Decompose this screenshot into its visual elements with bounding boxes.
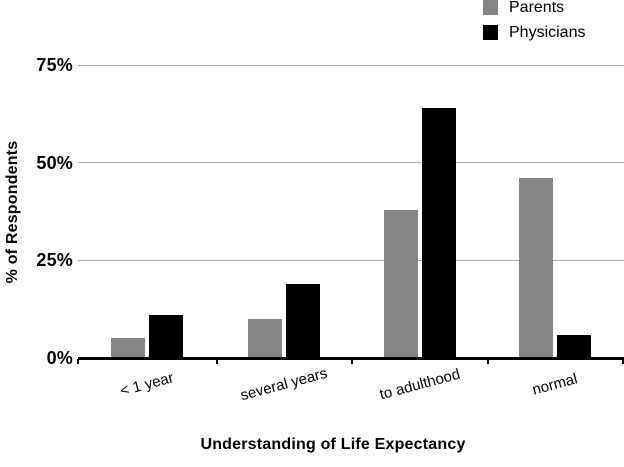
bar-physicians-to-adulthood (421, 107, 456, 358)
legend-item-parents: Parents (483, 0, 585, 15)
legend-label-parents: Parents (509, 0, 565, 16)
x-tick-label-1-year: < 1 year (118, 369, 176, 400)
x-tick-label-several-years: several years (238, 364, 330, 405)
x-axis-tick-0 (77, 359, 79, 364)
legend-item-physicians: Physicians (483, 23, 586, 41)
y-tick-label-75: 75% (36, 55, 73, 75)
x-axis-tick-1 (215, 359, 218, 364)
bar-parents-to-adulthood (383, 209, 418, 358)
x-axis-tick-3 (486, 359, 489, 364)
plot-area (78, 64, 624, 358)
legend: Parents Physicians (483, 0, 585, 50)
x-axis-title: Understanding of Life Expectancy (200, 436, 466, 453)
gridline-50 (78, 162, 624, 164)
y-tick-label-50: 50% (36, 152, 73, 173)
gridline-25 (78, 259, 624, 261)
bar-parents-several-years (248, 318, 283, 358)
physicians-color-swatch (483, 25, 498, 40)
legend-label-physicians: Physicians (509, 23, 586, 41)
gridline-75 (78, 64, 624, 66)
bar-physicians-normal (557, 334, 592, 358)
x-tick-label-to-adulthood: to adulthood (377, 365, 462, 404)
bar-parents-1-year (111, 338, 146, 358)
bar-physicians-1-year (149, 315, 184, 358)
x-tick-label-normal: normal (530, 370, 580, 399)
y-tick-label-25: 25% (36, 250, 73, 271)
x-axis-tick-4 (622, 359, 624, 364)
bar-parents-normal (519, 178, 554, 358)
parents-color-swatch (483, 0, 498, 15)
x-axis-line (78, 357, 624, 360)
bar-physicians-several-years (286, 283, 321, 358)
y-tick-label-0: 0% (46, 348, 73, 368)
x-axis-tick-2 (351, 359, 353, 364)
